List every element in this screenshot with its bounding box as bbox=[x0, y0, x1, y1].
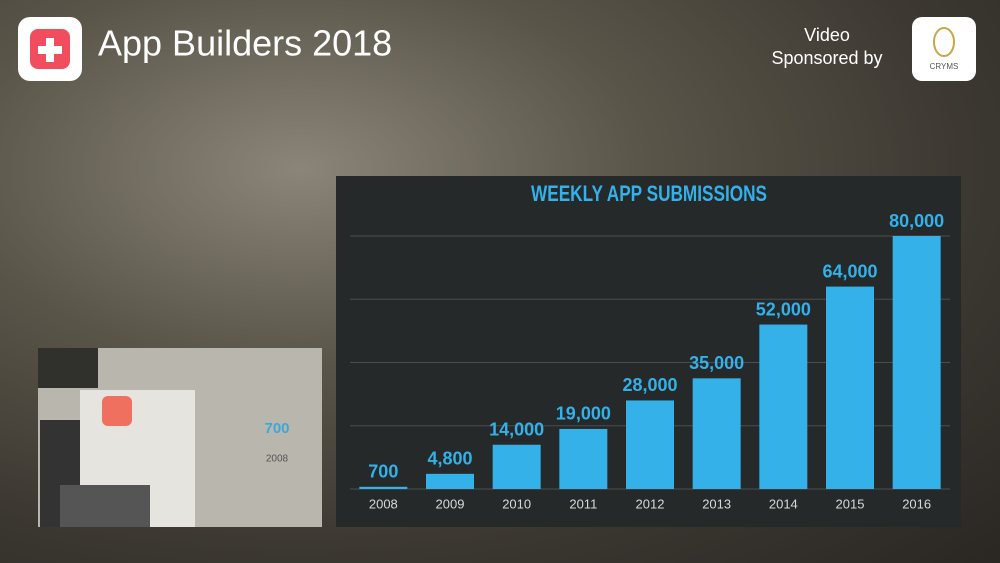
x-tick-label: 2013 bbox=[702, 496, 731, 511]
value-label: 28,000 bbox=[622, 375, 677, 395]
x-tick-label: 2014 bbox=[769, 496, 798, 511]
value-label: 35,000 bbox=[689, 353, 744, 373]
x-tick-label: 2008 bbox=[369, 496, 398, 511]
bar bbox=[359, 486, 408, 489]
inset-logo bbox=[102, 396, 132, 426]
inset-slide-value: 700 bbox=[264, 420, 289, 437]
sponsor-text: Sponsored by bbox=[771, 48, 882, 68]
bar bbox=[626, 400, 674, 489]
sponsor-text: Video bbox=[804, 25, 850, 45]
bar bbox=[692, 378, 741, 489]
value-label: 80,000 bbox=[889, 211, 944, 231]
bar bbox=[559, 428, 608, 489]
value-label: 19,000 bbox=[556, 404, 611, 424]
x-tick-label: 2016 bbox=[902, 496, 931, 511]
x-tick-label: 2012 bbox=[636, 496, 665, 511]
sponsor-logo-text: CRYMS bbox=[930, 62, 959, 71]
bar bbox=[892, 236, 941, 489]
x-tick-label: 2011 bbox=[569, 496, 597, 511]
x-tick-label: 2015 bbox=[836, 496, 865, 511]
value-label: 52,000 bbox=[756, 299, 811, 319]
bar bbox=[826, 286, 874, 489]
value-label: 4,800 bbox=[427, 449, 472, 469]
sponsor-logo-mark bbox=[933, 27, 955, 57]
value-label: 700 bbox=[368, 462, 398, 482]
sponsor-logo bbox=[912, 17, 976, 81]
value-label: 14,000 bbox=[489, 419, 544, 439]
bar bbox=[492, 444, 541, 489]
inset-shadow bbox=[38, 348, 98, 388]
x-tick-label: 2009 bbox=[436, 496, 465, 511]
bar bbox=[426, 473, 474, 489]
event-title: App Builders 2018 bbox=[98, 23, 392, 64]
chart-title: WEEKLY APP SUBMISSIONS bbox=[531, 181, 767, 206]
inset-slide-year: 2008 bbox=[266, 454, 289, 465]
app-logo-cross bbox=[38, 38, 62, 62]
bar bbox=[759, 324, 808, 489]
x-tick-label: 2010 bbox=[502, 496, 531, 511]
inset-podium bbox=[60, 485, 150, 527]
value-label: 64,000 bbox=[822, 261, 877, 281]
